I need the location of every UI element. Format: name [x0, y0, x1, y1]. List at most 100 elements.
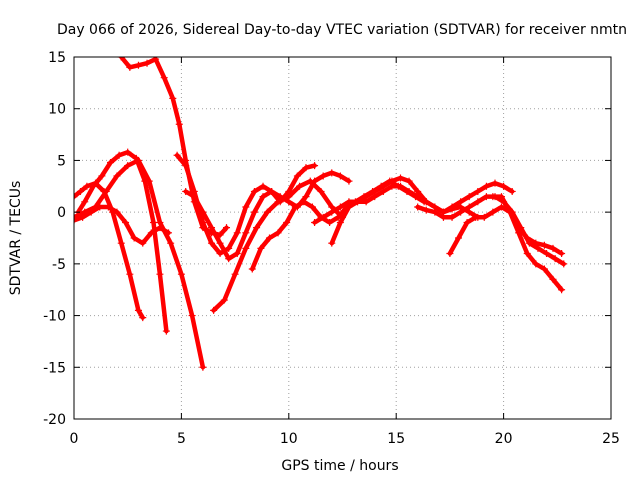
data-point — [276, 193, 284, 201]
data-point — [225, 244, 233, 252]
data-point — [173, 151, 181, 159]
data-point — [248, 265, 256, 273]
data-point — [336, 172, 344, 180]
y-tick-label: -20 — [43, 412, 66, 428]
data-point — [160, 74, 168, 82]
data-point — [199, 363, 207, 371]
data-point — [199, 208, 207, 216]
data-point — [285, 198, 293, 206]
data-point — [113, 172, 121, 180]
data-point — [448, 203, 456, 211]
data-point — [145, 177, 153, 185]
series-sat-l — [414, 193, 568, 268]
data-point — [76, 187, 84, 195]
x-tick-label: 5 — [177, 431, 186, 447]
data-point — [156, 224, 164, 232]
data-point — [405, 187, 413, 195]
data-point — [199, 218, 207, 226]
data-point — [480, 213, 488, 221]
data-point — [130, 234, 138, 242]
data-point — [508, 187, 516, 195]
data-point — [107, 158, 115, 166]
series-sat-b — [74, 179, 147, 322]
data-point — [87, 208, 95, 216]
data-point — [311, 177, 319, 185]
x-tick-label: 20 — [495, 431, 513, 447]
data-point — [543, 250, 551, 258]
data-point — [549, 275, 557, 283]
y-tick-label: -5 — [52, 257, 66, 273]
data-point — [134, 61, 142, 69]
series-sat-g — [210, 177, 346, 314]
series-line — [415, 194, 566, 267]
data-point — [396, 182, 404, 190]
data-point — [126, 63, 134, 71]
data-point — [540, 241, 548, 249]
data-point — [446, 250, 454, 258]
data-point — [233, 229, 241, 237]
data-point — [115, 151, 123, 159]
data-point — [551, 255, 559, 263]
data-point — [319, 172, 327, 180]
data-point — [497, 193, 505, 201]
data-point — [302, 193, 310, 201]
data-point — [388, 182, 396, 190]
data-point — [162, 327, 170, 335]
data-point — [396, 174, 404, 182]
data-point — [326, 218, 334, 226]
data-point — [220, 296, 228, 304]
data-point — [439, 213, 447, 221]
x-tick-label: 15 — [387, 431, 405, 447]
data-point — [74, 193, 78, 201]
data-point — [560, 260, 568, 268]
data-point — [422, 198, 430, 206]
data-point — [497, 203, 505, 211]
data-point — [250, 208, 258, 216]
data-point — [457, 208, 465, 216]
data-point — [317, 187, 325, 195]
data-point — [500, 182, 508, 190]
data-point — [143, 59, 151, 67]
data-point — [482, 193, 490, 201]
data-point — [259, 182, 267, 190]
data-point — [472, 213, 480, 221]
data-point — [283, 218, 291, 226]
chart-title: Day 066 of 2026, Sidereal Day-to-day VTE… — [57, 22, 627, 38]
data-point — [242, 244, 250, 252]
series-line — [329, 180, 515, 246]
data-point — [182, 187, 190, 195]
data-point — [96, 203, 104, 211]
data-point — [207, 224, 215, 232]
series-sat-e — [74, 203, 173, 247]
data-point — [328, 208, 336, 216]
data-point — [188, 312, 196, 320]
data-point — [268, 187, 276, 195]
data-point — [113, 208, 121, 216]
data-point — [515, 224, 523, 232]
series-sat-m — [446, 203, 566, 294]
data-point — [126, 270, 134, 278]
series-sat-n — [489, 193, 566, 258]
data-point — [371, 193, 379, 201]
data-point — [104, 203, 112, 211]
data-point — [405, 177, 413, 185]
data-point — [152, 57, 160, 63]
data-point — [223, 224, 231, 232]
data-point — [81, 198, 89, 206]
data-point — [263, 208, 271, 216]
data-point — [319, 213, 327, 221]
data-point — [274, 229, 282, 237]
data-point — [336, 203, 344, 211]
data-point — [302, 164, 310, 172]
data-point — [293, 172, 301, 180]
data-point — [139, 314, 147, 322]
data-point — [489, 208, 497, 216]
data-point — [558, 250, 566, 258]
data-point — [532, 260, 540, 268]
series-line — [447, 204, 564, 292]
y-tick-label: 10 — [48, 102, 66, 118]
data-point — [422, 206, 430, 214]
data-point — [124, 162, 132, 170]
data-point — [300, 198, 308, 206]
data-point — [328, 239, 336, 247]
